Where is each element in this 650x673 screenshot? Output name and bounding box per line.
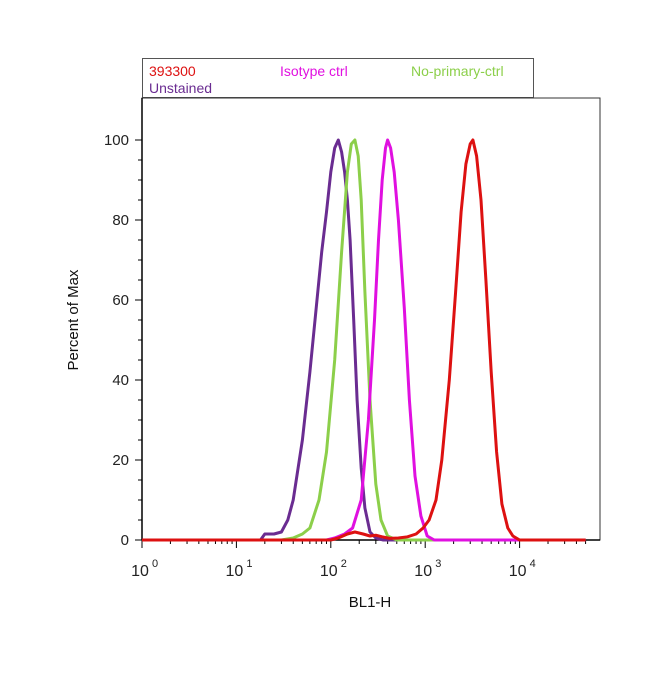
x-tick-label: 10	[320, 563, 338, 580]
x-tick-label: 10	[131, 563, 149, 580]
x-tick-exponent: 1	[246, 558, 252, 570]
y-tick-label: 0	[121, 532, 129, 549]
x-tick-exponent: 3	[435, 558, 441, 570]
series-393300	[142, 138, 586, 542]
legend-item-isotype-ctrl: Isotype ctrl	[280, 63, 348, 79]
series-layer	[142, 138, 586, 542]
x-tick-label: 10	[226, 563, 244, 580]
x-tick-label: 10	[509, 563, 527, 580]
x-tick-exponent: 0	[152, 558, 158, 570]
x-tick-exponent: 4	[530, 558, 536, 570]
legend-item-unstained: Unstained	[149, 80, 213, 96]
y-tick-label: 80	[112, 212, 129, 229]
legend-item-393300: 393300	[149, 63, 196, 79]
x-tick-exponent: 2	[341, 558, 347, 570]
series-isotype-ctrl	[142, 138, 586, 542]
y-tick-label: 100	[104, 132, 129, 149]
y-tick-label: 40	[112, 372, 129, 389]
chart-legend: 393300 Isotype ctrl No-primary-ctrl Unst…	[142, 58, 534, 98]
y-axis-label: Percent of Max	[65, 269, 82, 370]
y-tick-label: 60	[112, 292, 129, 309]
series-no-primary-ctrl	[142, 138, 586, 542]
x-tick-label: 10	[414, 563, 432, 580]
y-tick-label: 20	[112, 452, 129, 469]
legend-item-no-primary-ctrl: No-primary-ctrl	[411, 63, 504, 79]
x-axis-label: BL1-H	[349, 594, 392, 611]
plot-frame	[141, 97, 601, 541]
